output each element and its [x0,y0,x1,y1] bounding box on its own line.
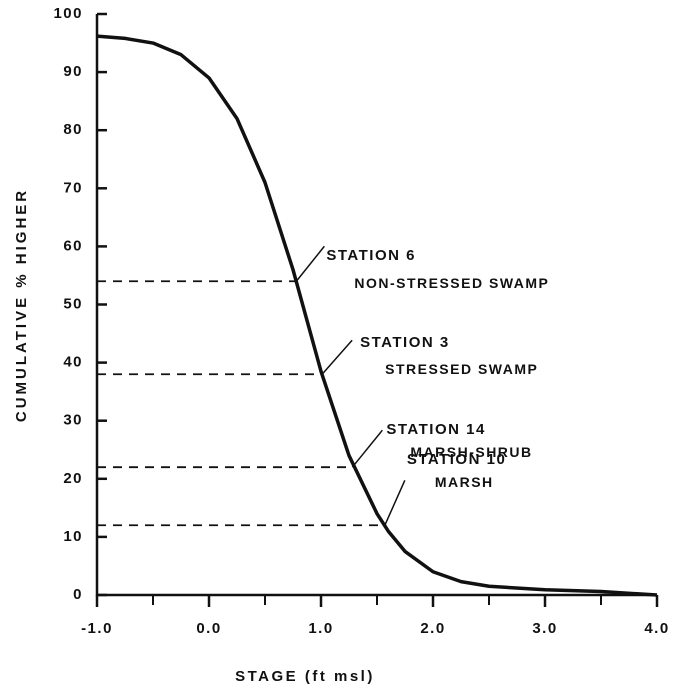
station-label: STATION 14 [386,421,485,438]
leader-line [351,429,383,468]
x-tick-label: 3.0 [532,620,557,637]
leader-line [295,245,325,282]
y-tick-label: 20 [63,470,83,487]
x-tick-label: 4.0 [644,620,669,637]
y-tick-label: 80 [63,121,83,138]
x-tick-label: 2.0 [420,620,445,637]
y-tick-label: 90 [63,63,83,80]
y-tick-label: 0 [73,586,83,603]
station-sublabel: NON-STRESSED SWAMP [354,275,549,291]
station-label: STATION 6 [326,247,416,264]
x-axis-label: STAGE (ft msl) [235,668,375,685]
leader-line [321,339,353,375]
station-label: STATION 3 [360,334,450,351]
x-tick-label: 0.0 [196,620,221,637]
x-tick-label: 1.0 [308,620,333,637]
y-axis-label: CUMULATIVE % HIGHER [13,188,30,422]
station-label: STATION 10 [407,451,506,468]
x-tick-label: -1.0 [81,620,113,637]
leader-line [384,479,406,526]
station-sublabel: MARSH-SHRUB [410,444,532,460]
y-tick-label: 50 [63,295,83,312]
station-sublabel: MARSH [435,474,494,490]
y-tick-label: 60 [63,237,83,254]
y-tick-label: 40 [63,354,83,371]
y-tick-label: 70 [63,179,83,196]
y-tick-label: 10 [63,528,83,545]
axes [95,14,657,597]
station-sublabel: STRESSED SWAMP [385,361,538,377]
y-tick-label: 100 [53,5,83,22]
curve [96,34,658,597]
y-tick-label: 30 [63,412,83,429]
